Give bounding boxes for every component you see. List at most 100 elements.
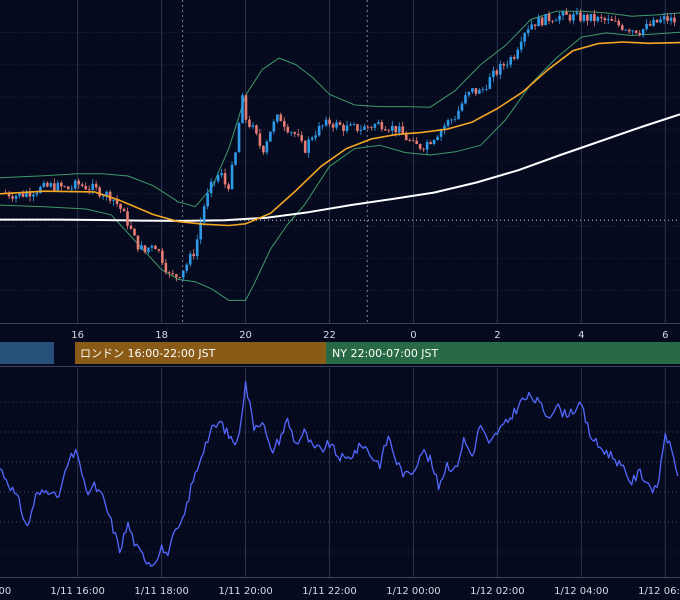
candle-body [115,199,119,204]
candle-body [234,152,237,165]
candle-body [603,18,607,21]
candle-body [425,142,429,150]
candle-body [140,245,143,250]
candle-body [164,262,168,273]
candle-body [230,164,234,190]
candle-body [293,132,297,135]
candle-body [617,20,621,26]
candle-body [485,88,488,90]
candle-body [356,124,359,131]
candle-body [244,95,248,120]
candle-body [634,30,638,34]
candle-body [286,126,290,133]
candle-body [572,14,575,21]
oscillator-pane[interactable] [0,368,680,577]
candle-body [575,12,579,15]
oscillator-x-tick-label: 1/12 04:00 [554,586,608,597]
candle-body [195,239,199,257]
bollinger-lower [0,31,680,301]
candle-body [505,64,509,66]
candle-body [377,122,380,125]
candle-body [21,193,25,197]
candle-body [143,245,147,253]
candle-body [526,29,530,34]
candle-body [105,191,108,196]
candle-body [126,211,129,226]
candle-body [648,23,652,26]
candle-body [14,195,18,199]
candle-body [39,186,42,193]
candle-body [607,18,610,21]
candle-body [349,124,352,126]
candle-body [192,253,196,257]
candle-body [108,191,112,201]
candle-body [391,125,394,131]
candle-body [220,173,223,176]
candle-body [60,182,63,187]
candle-body [558,15,561,21]
candle-body [188,253,192,265]
candle-body [150,245,154,248]
candle-body [519,41,523,50]
candle-body [352,124,356,126]
candle-body [610,18,614,21]
candle-body [171,273,175,275]
candle-body [73,180,77,189]
candle-body [422,148,425,150]
candle-body [342,124,345,131]
candle-body [338,122,342,125]
candle-body [56,182,60,191]
candle-body [641,29,645,35]
session-bar: ロンドン 16:00-22:00 JST NY 22:00-07:00 JST [0,342,680,364]
moving-average-fast [0,41,680,227]
candle-body [384,129,387,131]
candle-body [258,133,262,146]
candle-body [345,125,349,131]
oscillator-x-tick-label: 1/12 00:00 [386,586,440,597]
oscillator-grid [0,368,680,577]
price-x-tick-label: 20 [239,330,252,341]
candle-body [620,25,624,30]
candle-body [596,16,600,22]
candle-body [516,49,520,59]
candle-body [317,125,321,136]
candle-body [478,89,481,94]
candle-body [457,110,460,120]
candle-body [659,19,662,23]
candle-body [42,182,46,187]
candle-body [185,264,189,271]
candle-body [282,121,286,127]
oscillator-x-tick-label: 1/11 22:00 [302,586,356,597]
candle-body [432,140,436,145]
candle-body [471,88,474,92]
candle-body [91,183,94,191]
candle-body [429,142,432,145]
candle-body [589,13,593,21]
candle-body [446,120,450,126]
candle-body [533,24,537,27]
candle-body [492,70,495,78]
candle-body [467,91,471,96]
candle-body [206,193,209,207]
candle-body [613,20,617,22]
oscillator-x-tick-label: 1/11 20:00 [218,586,272,597]
candle-body [216,175,220,182]
session-ny-block [326,342,680,364]
oscillator-x-tick-label: 4:00 [0,586,11,597]
oscillator-x-tick-label: 1/12 02:00 [470,586,524,597]
candle-body [112,199,115,201]
candle-body [481,89,485,90]
candle-body [255,125,258,134]
price-pane[interactable] [0,0,680,323]
candle-body [488,77,492,89]
candle-body [154,245,157,250]
candle-body [321,125,324,127]
candle-body [227,184,230,190]
candle-body [499,63,502,75]
candle-body [248,119,251,127]
candle-body [35,192,39,195]
candle-body [241,95,244,124]
candle-body [404,134,408,141]
